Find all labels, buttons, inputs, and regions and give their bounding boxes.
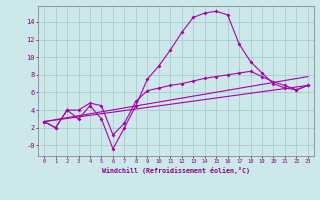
X-axis label: Windchill (Refroidissement éolien,°C): Windchill (Refroidissement éolien,°C) xyxy=(102,167,250,174)
